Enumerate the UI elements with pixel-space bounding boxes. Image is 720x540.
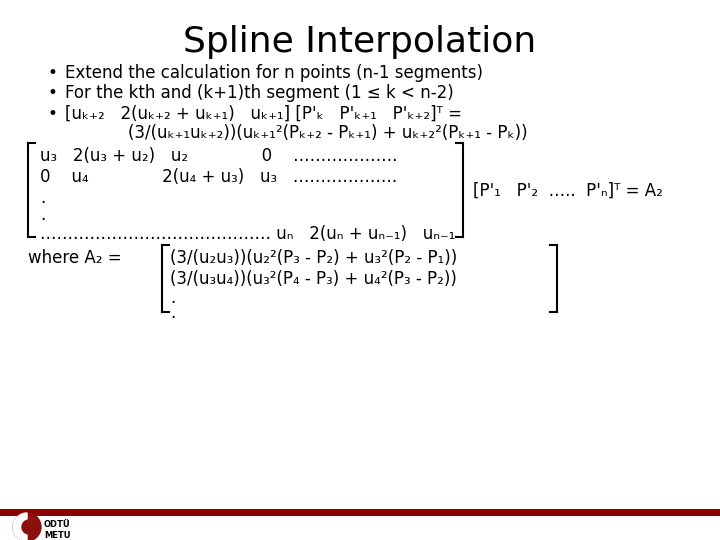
- Text: ODTÜ
METU: ODTÜ METU: [44, 520, 71, 540]
- Text: Extend the calculation for n points (n-1 segments): Extend the calculation for n points (n-1…: [65, 64, 483, 82]
- Text: For the kth and (k+1)th segment (1 ≤ k < n-2): For the kth and (k+1)th segment (1 ≤ k <…: [65, 84, 454, 102]
- Text: (3/(uₖ₊₁uₖ₊₂))(uₖ₊₁²(Pₖ₊₂ - Pₖ₊₁) + uₖ₊₂²(Pₖ₊₁ - Pₖ)): (3/(uₖ₊₁uₖ₊₂))(uₖ₊₁²(Pₖ₊₂ - Pₖ₊₁) + uₖ₊₂…: [65, 124, 528, 142]
- Circle shape: [13, 513, 41, 540]
- Text: •: •: [48, 64, 58, 82]
- Text: (3/(u₂u₃))(u₂²(P₃ - P₂) + u₃²(P₂ - P₁)): (3/(u₂u₃))(u₂²(P₃ - P₂) + u₃²(P₂ - P₁)): [170, 249, 457, 267]
- Circle shape: [22, 520, 36, 534]
- Text: .: .: [40, 206, 45, 224]
- Text: •: •: [48, 105, 58, 123]
- Text: •: •: [48, 84, 58, 102]
- Text: .: .: [170, 304, 175, 322]
- Text: u₃   2(u₃ + u₂)   u₂              0    ……………….: u₃ 2(u₃ + u₂) u₂ 0 ……………….: [40, 147, 397, 165]
- Text: [uₖ₊₂   2(uₖ₊₂ + uₖ₊₁)   uₖ₊₁] [P'ₖ   P'ₖ₊₁   P'ₖ₊₂]ᵀ =: [uₖ₊₂ 2(uₖ₊₂ + uₖ₊₁) uₖ₊₁] [P'ₖ P'ₖ₊₁ P'…: [65, 105, 462, 123]
- Text: 0    u₄              2(u₄ + u₃)   u₃   ……………….: 0 u₄ 2(u₄ + u₃) u₃ ……………….: [40, 168, 397, 186]
- Text: where A₂ =: where A₂ =: [28, 249, 122, 267]
- Wedge shape: [13, 513, 27, 540]
- Text: .: .: [170, 289, 175, 307]
- Text: Spline Interpolation: Spline Interpolation: [184, 25, 536, 59]
- Text: .: .: [40, 189, 45, 207]
- Text: …………………………………… uₙ   2(uₙ + uₙ₋₁)   uₙ₋₁: …………………………………… uₙ 2(uₙ + uₙ₋₁) uₙ₋₁: [40, 225, 455, 243]
- Text: [P'₁   P'₂  …..  P'ₙ]ᵀ = A₂: [P'₁ P'₂ ….. P'ₙ]ᵀ = A₂: [473, 182, 663, 200]
- Bar: [0, 509, 720, 516]
- Text: (3/(u₃u₄))(u₃²(P₄ - P₃) + u₄²(P₃ - P₂)): (3/(u₃u₄))(u₃²(P₄ - P₃) + u₄²(P₃ - P₂)): [170, 270, 457, 288]
